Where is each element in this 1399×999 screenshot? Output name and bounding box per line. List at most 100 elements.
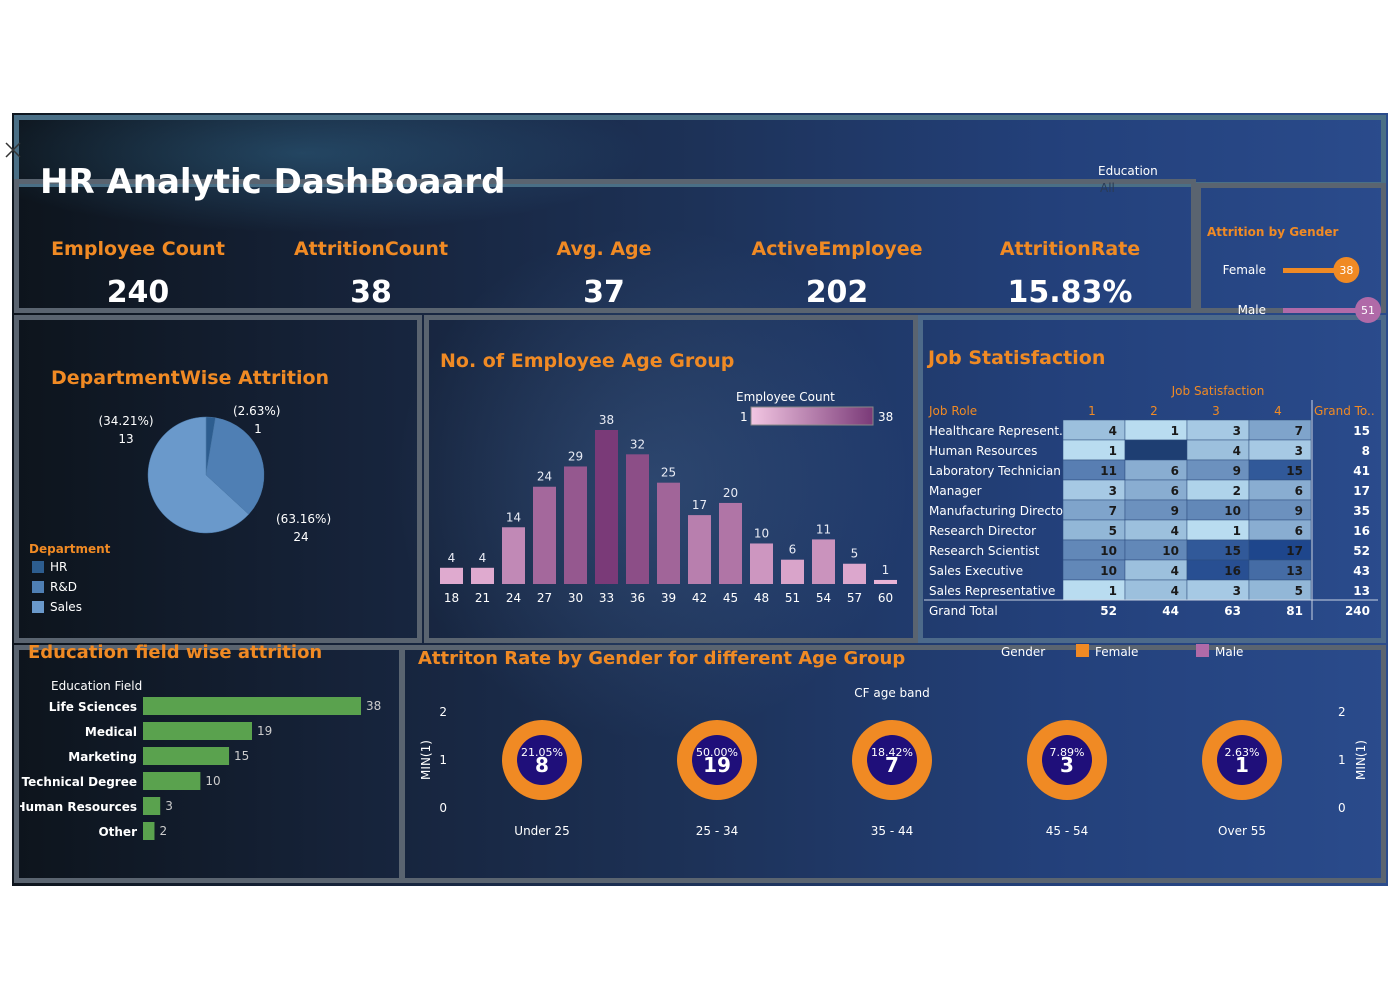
filter-value[interactable]: All xyxy=(1100,181,1115,195)
heat-cell-value: 17 xyxy=(1286,544,1303,558)
grand-total: 240 xyxy=(1345,604,1370,618)
age-tick-label: 39 xyxy=(661,591,676,605)
age-bar-value: 6 xyxy=(789,543,797,557)
age-bar-value: 10 xyxy=(754,526,769,540)
close-icon[interactable] xyxy=(3,140,23,160)
education-field-bar-chart: Education Field Life Sciences 38 Medical 19 M… xyxy=(20,679,381,840)
page-title: HR Analytic DashBoaard xyxy=(40,162,506,202)
age-chart-title: No. of Employee Age Group xyxy=(440,350,735,372)
row-header: Job Role xyxy=(928,404,977,418)
gender-value: 51 xyxy=(1361,304,1375,317)
education-bar-value: 15 xyxy=(234,749,249,763)
age-bar xyxy=(657,482,680,584)
heat-cell-value: 5 xyxy=(1295,584,1303,598)
heat-cell-value: 4 xyxy=(1233,444,1241,458)
age-bar xyxy=(440,567,463,584)
grand-total-value: 81 xyxy=(1286,604,1303,618)
kpi-label: AttritionCount xyxy=(293,238,449,260)
age-frame xyxy=(424,315,918,643)
education-bar-value: 10 xyxy=(205,774,220,788)
donut-pct-label: 7.89% xyxy=(1050,746,1085,759)
kpi-value: 38 xyxy=(350,275,392,310)
heat-cell-value: 3 xyxy=(1233,584,1241,598)
heat-cell-value: 13 xyxy=(1286,564,1303,578)
age-tick-label: 27 xyxy=(537,591,552,605)
donut-center xyxy=(517,735,567,785)
row-total: 8 xyxy=(1362,444,1370,458)
donut-band-label: 25 - 34 xyxy=(696,824,739,838)
gender-bar-end xyxy=(1355,297,1381,323)
heat-cell-value: 6 xyxy=(1171,484,1179,498)
age-bar xyxy=(719,502,742,584)
donut-pct-label: 18.42% xyxy=(871,746,913,759)
donut-pct-label: 50.00% xyxy=(696,746,738,759)
heat-cell-value: 7 xyxy=(1295,424,1303,438)
y-tick-label: 0 xyxy=(439,801,447,815)
legend-min: 1 xyxy=(740,410,748,424)
y-tick-label-right: 2 xyxy=(1338,705,1346,719)
bar-category-label: Human Resources xyxy=(20,800,137,814)
heat-cell-value: 10 xyxy=(1224,504,1241,518)
kpi-value: 240 xyxy=(106,275,170,310)
age-tick-label: 30 xyxy=(568,591,583,605)
age-bar xyxy=(781,559,804,584)
row-label: Sales Executive xyxy=(929,564,1023,578)
age-bar xyxy=(750,543,773,584)
legend-title: Gender xyxy=(1001,645,1045,659)
age-tick-label: 57 xyxy=(847,591,862,605)
legend-max: 38 xyxy=(878,410,893,424)
pie-slice xyxy=(205,417,265,515)
grand-total-label: Grand Total xyxy=(929,604,998,618)
age-tick-label: 24 xyxy=(506,591,521,605)
age-bar xyxy=(564,466,587,584)
y-axis-title-right: MIN(1) xyxy=(1354,740,1368,780)
age-tick-label: 33 xyxy=(599,591,614,605)
heat-cell-value: 1 xyxy=(1109,444,1117,458)
legend-swatch xyxy=(32,601,44,613)
donut-center xyxy=(692,735,742,785)
kpi-value: 202 xyxy=(805,275,869,310)
age-bar-value: 17 xyxy=(692,498,707,512)
education-bar xyxy=(143,747,230,765)
education-chart-title: Education field wise attrition xyxy=(28,642,323,663)
donut-center xyxy=(1217,735,1267,785)
title-frame xyxy=(14,115,1386,187)
age-bar-value: 11 xyxy=(816,522,831,536)
axis-title: Education Field xyxy=(51,679,142,693)
column-label: 1 xyxy=(1088,404,1096,418)
heat-cell-value: 9 xyxy=(1233,464,1241,478)
heat-cell-value: 10 xyxy=(1162,544,1179,558)
age-gender-chart-title: Attriton Rate by Gender for different Ag… xyxy=(418,648,906,669)
legend-swatch-female xyxy=(1076,644,1089,657)
kpi-value: 37 xyxy=(583,275,625,310)
grand-total-value: 52 xyxy=(1100,604,1117,618)
age-bar xyxy=(874,579,897,584)
donut-center xyxy=(867,735,917,785)
grand-total-value: 44 xyxy=(1162,604,1179,618)
age-bar xyxy=(626,454,649,584)
kpi-frame xyxy=(14,179,1196,313)
legend-swatch-male xyxy=(1196,644,1209,657)
education-bar xyxy=(143,697,361,715)
age-group-bar-chart: 4 18 4 21 14 24 24 27 29 30 38 33 32 36 25 39 17 42 20 45 10… xyxy=(440,390,897,605)
age-bar-value: 25 xyxy=(661,466,676,480)
legend-label: Sales xyxy=(50,600,82,614)
gender-label: Male xyxy=(1238,303,1266,317)
age-bar-value: 5 xyxy=(851,547,859,561)
heat-cell-value: 2 xyxy=(1233,484,1241,498)
donut-band-label: Under 25 xyxy=(514,824,569,838)
pie-value-label: 1 xyxy=(254,422,262,436)
job-frame xyxy=(918,315,1386,643)
heat-cell-value: 11 xyxy=(1100,464,1117,478)
age-tick-label: 60 xyxy=(878,591,893,605)
y-tick-label-right: 1 xyxy=(1338,753,1346,767)
y-tick-label: 1 xyxy=(439,753,447,767)
donut-pct-label: 21.05% xyxy=(521,746,563,759)
bar-category-label: Technical Degree xyxy=(22,775,137,789)
legend-gradient-bar xyxy=(750,406,874,426)
age-tick-label: 42 xyxy=(692,591,707,605)
heat-cell-value: 16 xyxy=(1224,564,1241,578)
age-bar-value: 20 xyxy=(723,486,738,500)
heat-cell-value: 3 xyxy=(1109,484,1117,498)
y-axis-title: MIN(1) xyxy=(419,740,433,780)
